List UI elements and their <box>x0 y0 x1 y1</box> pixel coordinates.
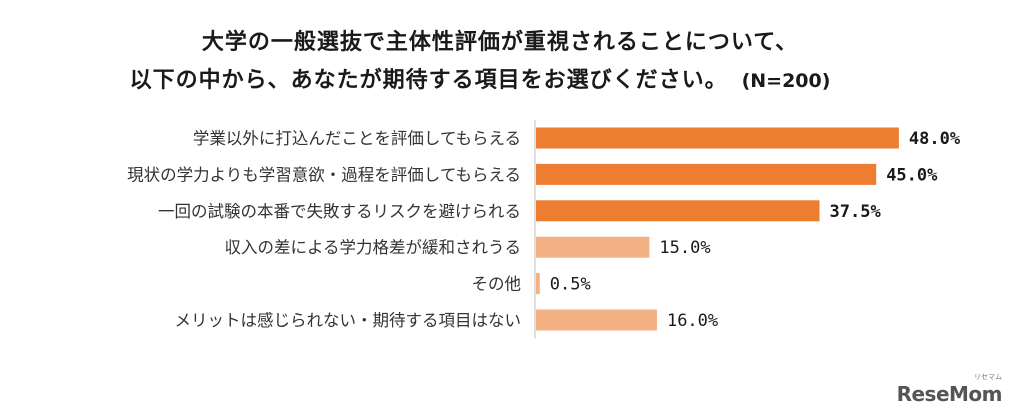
bar <box>536 127 899 149</box>
logo-subtext: リセマム <box>974 373 1002 381</box>
value-label: 16.0% <box>667 311 718 331</box>
category-label: メリットは感じられない・期待する項目はない <box>175 311 522 330</box>
category-label: 収入の差による学力格差が緩和されうる <box>224 238 521 257</box>
chart-title-line1: 大学の一般選抜で主体性評価が重視されることについて、 <box>201 30 799 55</box>
category-label: 一回の試験の本番で失敗するリスクを避けられる <box>158 202 521 221</box>
category-label: 現状の学力よりも学習意欲・過程を評価してもらえる <box>127 165 521 184</box>
bar <box>536 236 650 258</box>
category-label: その他 <box>472 275 522 294</box>
chart-title-line2-text: 以下の中から、あなたが期待する項目をお選びください。 <box>129 68 728 93</box>
category-label: 学業以外に打込んだことを評価してもらえる <box>193 129 521 148</box>
value-label: 0.5% <box>550 275 591 295</box>
value-label: 37.5% <box>830 202 882 222</box>
bar <box>536 309 657 331</box>
value-label: 45.0% <box>886 165 938 185</box>
bar <box>536 200 820 222</box>
resemom-logo: ReseMom <box>896 382 1003 406</box>
bar <box>536 273 540 295</box>
bar <box>536 163 877 185</box>
value-label: 48.0% <box>909 129 961 149</box>
sample-size-label: (N=200) <box>741 70 831 92</box>
chart-title-line2: 以下の中から、あなたが期待する項目をお選びください。 (N=200) <box>40 62 920 94</box>
value-label: 15.0% <box>659 238 710 258</box>
